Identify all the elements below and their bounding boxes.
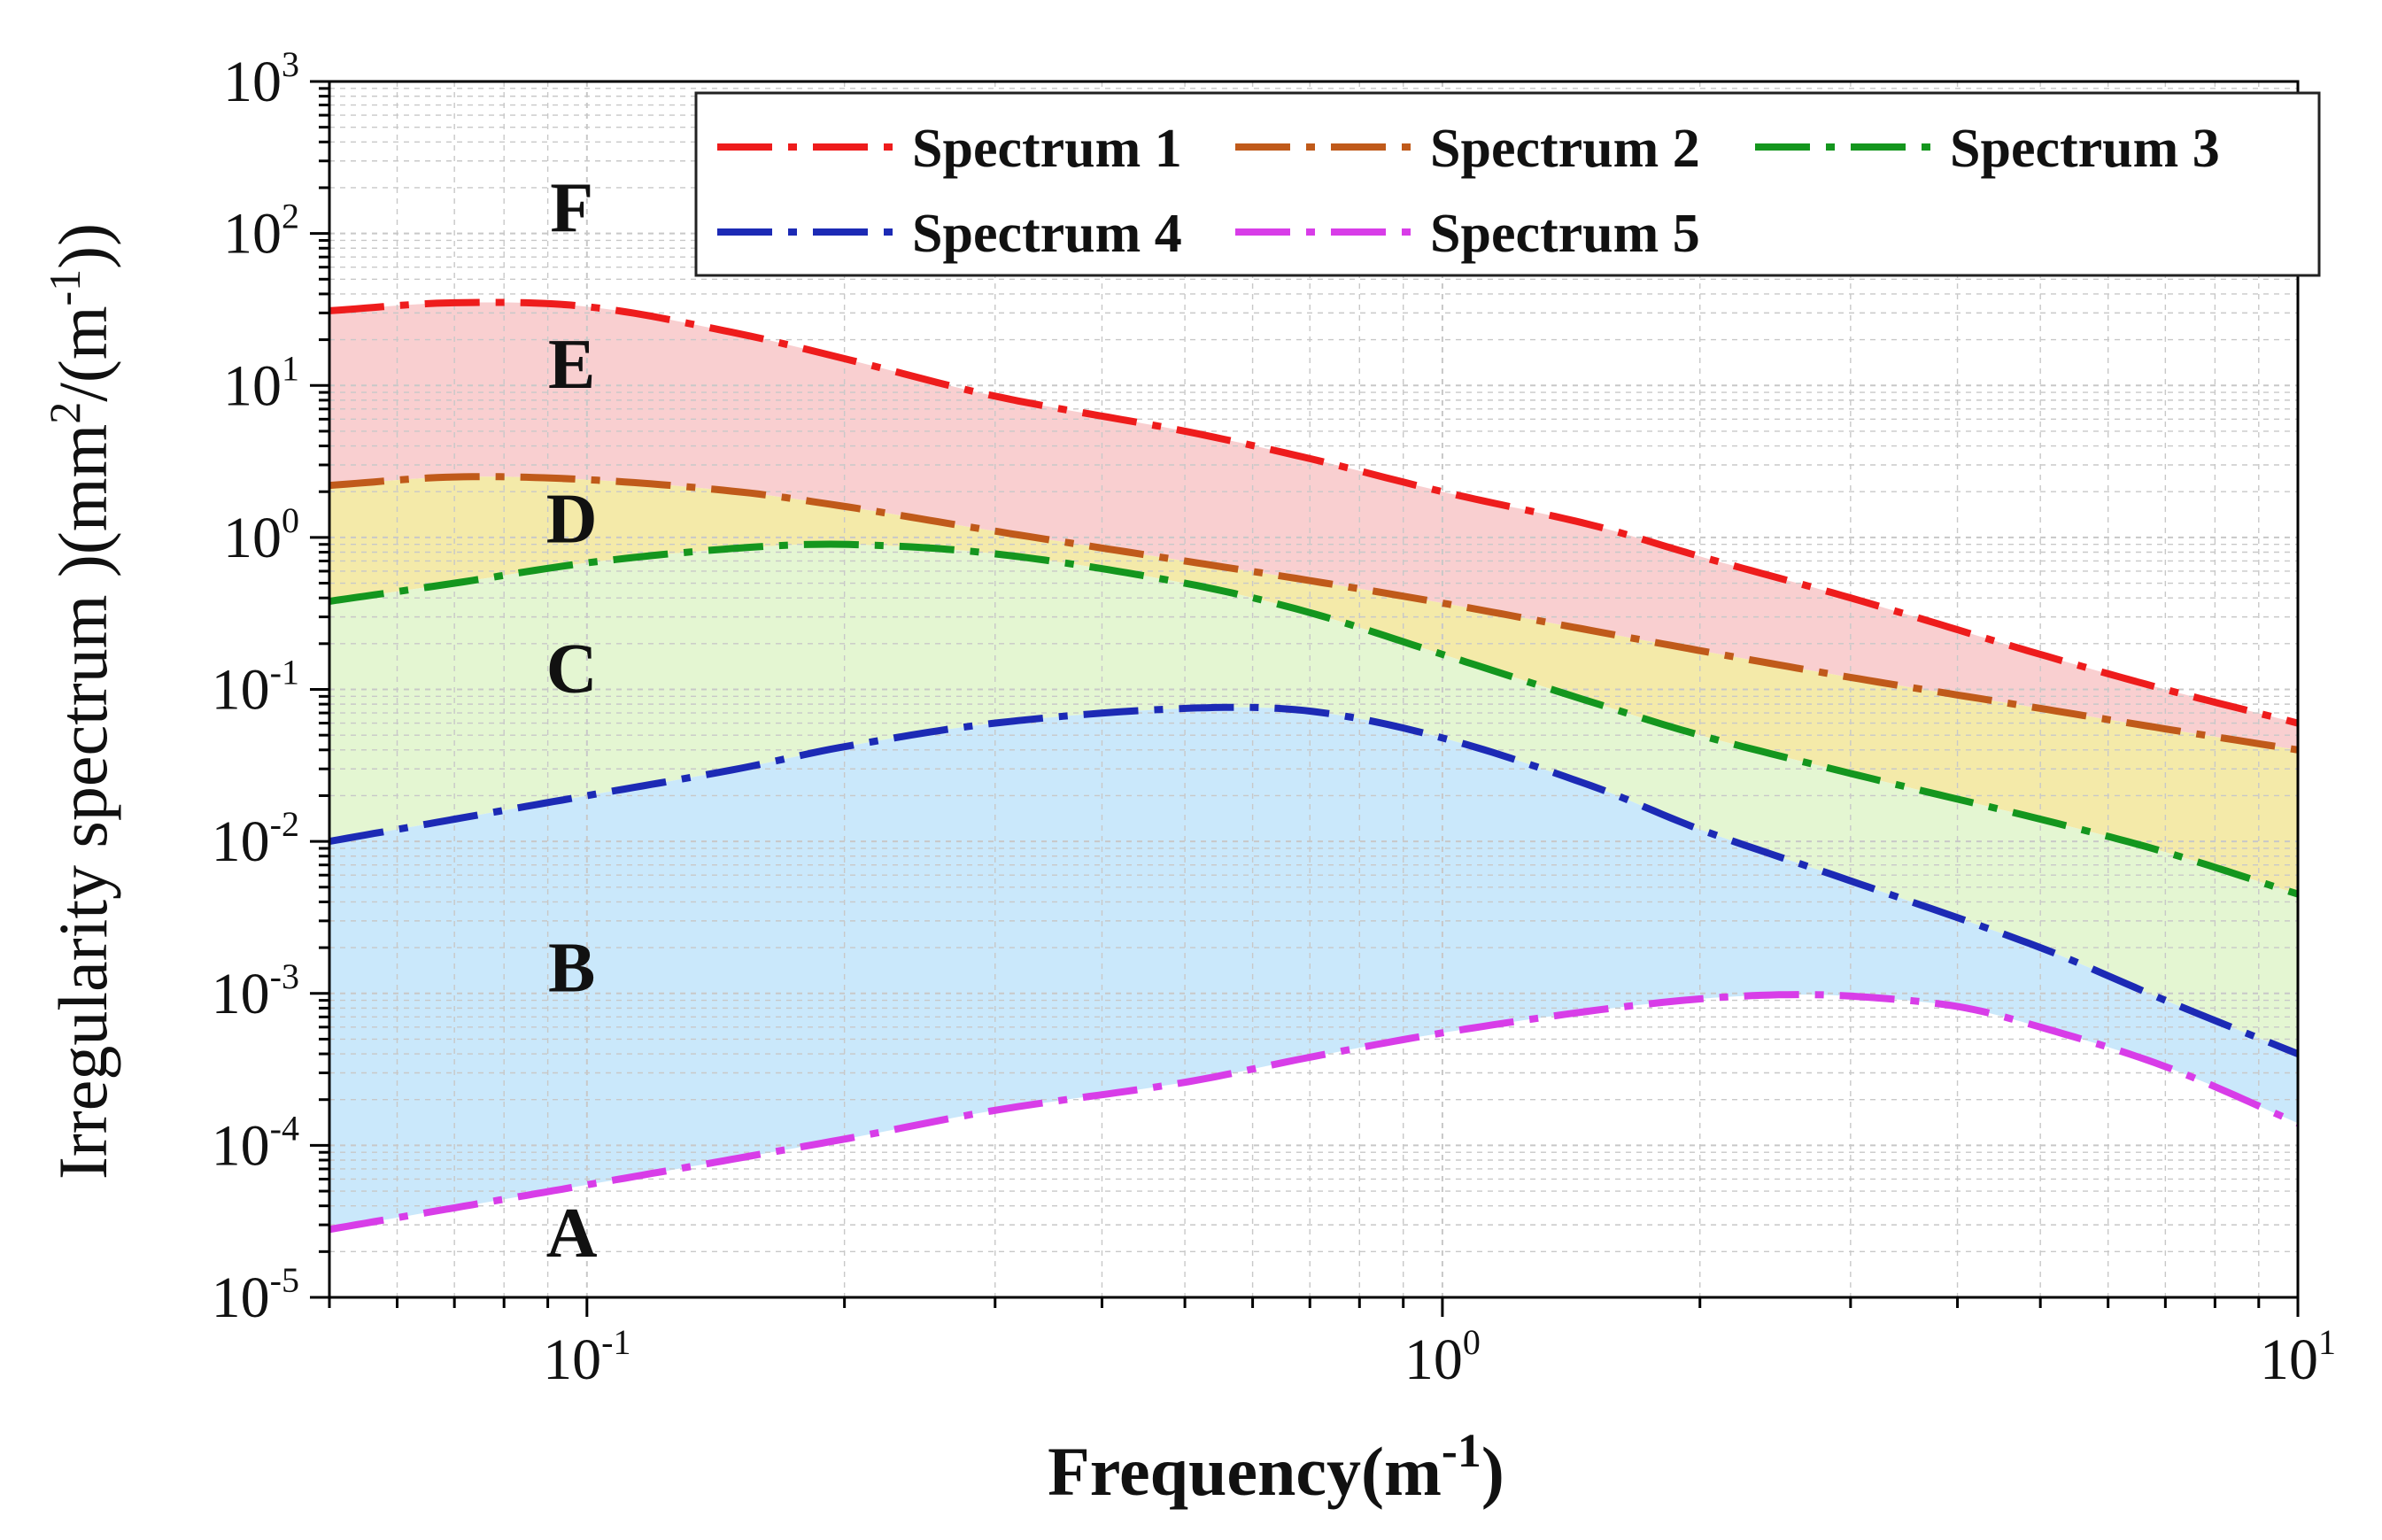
y-tick-label: 10-1 (212, 653, 299, 723)
region-labels: F EDC B A (546, 169, 598, 1273)
spectrum-curves (329, 298, 2298, 1234)
series-line-3 (329, 540, 2298, 898)
y-tick-label: 102 (223, 197, 299, 267)
y-axis-title: Irregularity spectrum )(mm2/(m-1)) (40, 223, 121, 1180)
x-tick-label: 10-1 (543, 1322, 630, 1392)
axes: 10-1 100 101 10-5 10-4 10-3 10-2 10-1 100 101 102 1… (212, 44, 2336, 1392)
band-fill-4 (329, 707, 2298, 1230)
band-fill-3 (329, 544, 2298, 1054)
band-fill-1 (329, 302, 2298, 750)
series-line-2 (329, 473, 2298, 754)
legend-label-5: Spectrum 5 (1430, 204, 1700, 264)
x-tick-label: 101 (2260, 1322, 2336, 1392)
legend: Spectrum 1 Spectrum 2 Spectrum 3 Spectrum 4… (694, 91, 2321, 277)
region-label-C: C (546, 630, 598, 708)
y-tick-label: 10-2 (212, 804, 299, 874)
region-label-A: A (546, 1195, 598, 1273)
legend-label-1: Spectrum 1 (912, 119, 1182, 179)
legend-label-3: Spectrum 3 (1950, 119, 2220, 179)
y-tick-label: 10-5 (212, 1260, 299, 1330)
series-line-4 (329, 703, 2298, 1057)
y-tick-label: 10-3 (212, 956, 299, 1026)
series-line-1 (329, 298, 2298, 727)
legend-label-4: Spectrum 4 (912, 204, 1182, 264)
x-axis-title: Frequency(m-1) (1048, 1424, 1504, 1510)
y-tick-label: 101 (223, 348, 299, 418)
series-line-5 (329, 991, 2298, 1234)
legend-box (694, 91, 2321, 277)
region-label-D: D (546, 481, 598, 559)
region-label-E: E (548, 326, 595, 404)
y-tick-label: 103 (223, 44, 299, 114)
region-label-B: B (548, 930, 595, 1008)
y-tick-label: 100 (223, 500, 299, 570)
band-fills (329, 302, 2298, 1230)
legend-label-2: Spectrum 2 (1430, 119, 1700, 179)
band-fill-2 (329, 476, 2298, 894)
x-tick-label: 100 (1404, 1322, 1481, 1392)
y-tick-label: 10-4 (212, 1108, 299, 1178)
region-label-F: F (550, 169, 593, 247)
